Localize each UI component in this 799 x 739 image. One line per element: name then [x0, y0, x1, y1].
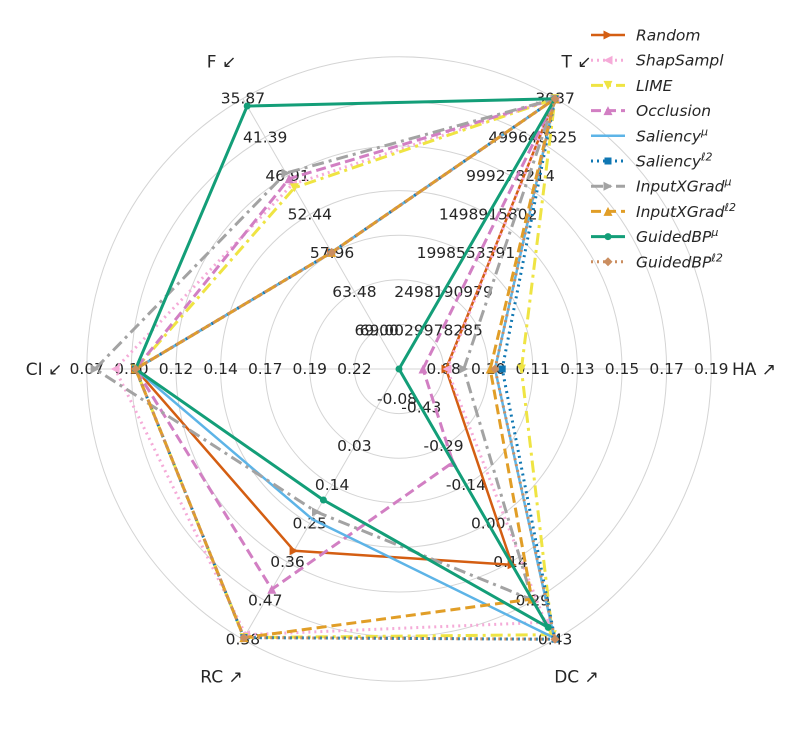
legend-item-shapsampl: ShapSampl — [591, 52, 724, 70]
data-point-random — [289, 546, 299, 556]
data-point-guidedbp- — [395, 365, 403, 373]
tick-label-ha: 0.17 — [649, 360, 684, 378]
legend-marker — [603, 181, 613, 191]
legend-item-guidedbp-2: GuidedBPℓ2 — [591, 251, 723, 272]
legend-item-guidedbp-: GuidedBPμ — [591, 226, 718, 247]
tick-label-ha: 0.15 — [605, 360, 640, 378]
tick-label-ci: 0.12 — [159, 360, 194, 378]
legend-marker — [604, 233, 612, 241]
legend-label: GuidedBPμ — [636, 226, 718, 247]
data-point-inputxgrad- — [281, 168, 291, 178]
tick-label-rc: 0.47 — [248, 592, 283, 610]
legend-marker — [603, 106, 613, 116]
data-point-inputxgrad- — [90, 364, 100, 374]
tick-label-ha: 0.13 — [560, 360, 595, 378]
tick-label-ha: 0.19 — [694, 360, 729, 378]
grid-ring — [86, 56, 712, 682]
legend-item-inputxgrad-: InputXGradμ — [591, 175, 731, 196]
legend-marker — [603, 55, 613, 65]
legend-label: InputXGradℓ2 — [636, 200, 736, 221]
data-point-guidedbp- — [243, 102, 251, 110]
tick-label-ci: 0.19 — [293, 360, 328, 378]
tick-label-f: 41.39 — [243, 128, 287, 146]
data-point-inputxgrad- — [459, 364, 469, 374]
legend-label: Saliencyℓ2 — [636, 150, 713, 171]
tick-label-f: 52.44 — [288, 206, 332, 224]
data-point-inputxgrad-2 — [485, 364, 495, 374]
data-point-guidedbp-2 — [490, 364, 500, 374]
data-point-lime — [516, 364, 526, 374]
data-point-guidedbp-2 — [327, 247, 337, 257]
spoke-f — [242, 98, 400, 370]
legend-item-saliency-: Saliencyμ — [591, 125, 708, 146]
tick-label-f: 35.87 — [221, 90, 265, 108]
legend-label: Saliencyμ — [636, 125, 708, 146]
data-point-guidedbp-2 — [131, 364, 141, 374]
data-point-lime — [289, 183, 299, 193]
data-point-saliency-2 — [498, 365, 506, 373]
data-point-guidedbp- — [319, 496, 327, 504]
tick-label-center: -0.08 — [377, 390, 417, 408]
legend-marker — [604, 157, 612, 165]
radar-series — [90, 94, 560, 644]
legend-marker — [603, 30, 613, 40]
tick-label-ci: 0.17 — [248, 360, 283, 378]
legend-label: InputXGradμ — [636, 175, 731, 196]
data-point-occlusion — [284, 174, 294, 184]
data-point-guidedbp-2 — [550, 94, 560, 104]
data-point-occlusion — [267, 584, 277, 594]
legend-item-saliency-2: Saliencyℓ2 — [591, 150, 713, 171]
tick-label-rc: 0.25 — [293, 515, 328, 533]
tick-label-f: 46.91 — [265, 167, 309, 185]
series-guidedbp-2 — [131, 94, 560, 644]
tick-label-rc: 0.03 — [337, 437, 372, 455]
legend-item-inputxgrad-2: InputXGradℓ2 — [591, 200, 736, 221]
legend-label: Random — [636, 27, 701, 45]
legend-item-occlusion: Occlusion — [591, 102, 711, 120]
data-point-occlusion — [418, 364, 428, 374]
legend-label: ShapSampl — [636, 52, 724, 70]
legend-label: LIME — [636, 77, 673, 95]
radar-axis-labels: HA ↗ T ↙ F ↙ CI ↙ RC ↗ DC ↗ — [26, 53, 776, 688]
legend-marker — [603, 257, 613, 267]
legend-label: GuidedBPℓ2 — [636, 251, 723, 272]
data-point-inputxgrad- — [312, 507, 321, 517]
tick-label-rc: 0.36 — [270, 553, 305, 571]
tick-label-ci: 0.14 — [203, 360, 238, 378]
axis-label-t: T ↙ — [560, 53, 591, 73]
tick-label-ci: 0.22 — [337, 360, 372, 378]
data-point-shapsampl — [110, 364, 120, 374]
axis-label-ha: HA ↗ — [732, 360, 776, 380]
tick-label-f: 63.48 — [332, 283, 376, 301]
axis-label-dc: DC ↗ — [554, 667, 599, 687]
data-point-guidedbp-2 — [550, 634, 560, 644]
tick-label-rc: 0.14 — [315, 476, 350, 494]
legend-item-random: Random — [591, 27, 701, 45]
tick-label-ci: 0.07 — [70, 360, 105, 378]
legend: Random ShapSampl LIME Occlusion Saliencyμ Sal… — [591, 27, 736, 272]
legend-label: Occlusion — [636, 102, 711, 120]
legend-item-lime: LIME — [591, 77, 673, 95]
axis-label-rc: RC ↗ — [200, 667, 242, 687]
axis-label-ci: CI ↙ — [26, 360, 63, 380]
legend-marker — [603, 80, 613, 90]
legend-marker — [603, 206, 613, 216]
data-point-guidedbp- — [544, 623, 552, 631]
spoke-rc — [242, 368, 400, 640]
data-point-shapsampl — [442, 364, 452, 374]
tick-label-f: 69.00 — [355, 321, 399, 339]
data-point-guidedbp-2 — [239, 633, 249, 643]
axis-label-f: F ↙ — [207, 53, 236, 73]
